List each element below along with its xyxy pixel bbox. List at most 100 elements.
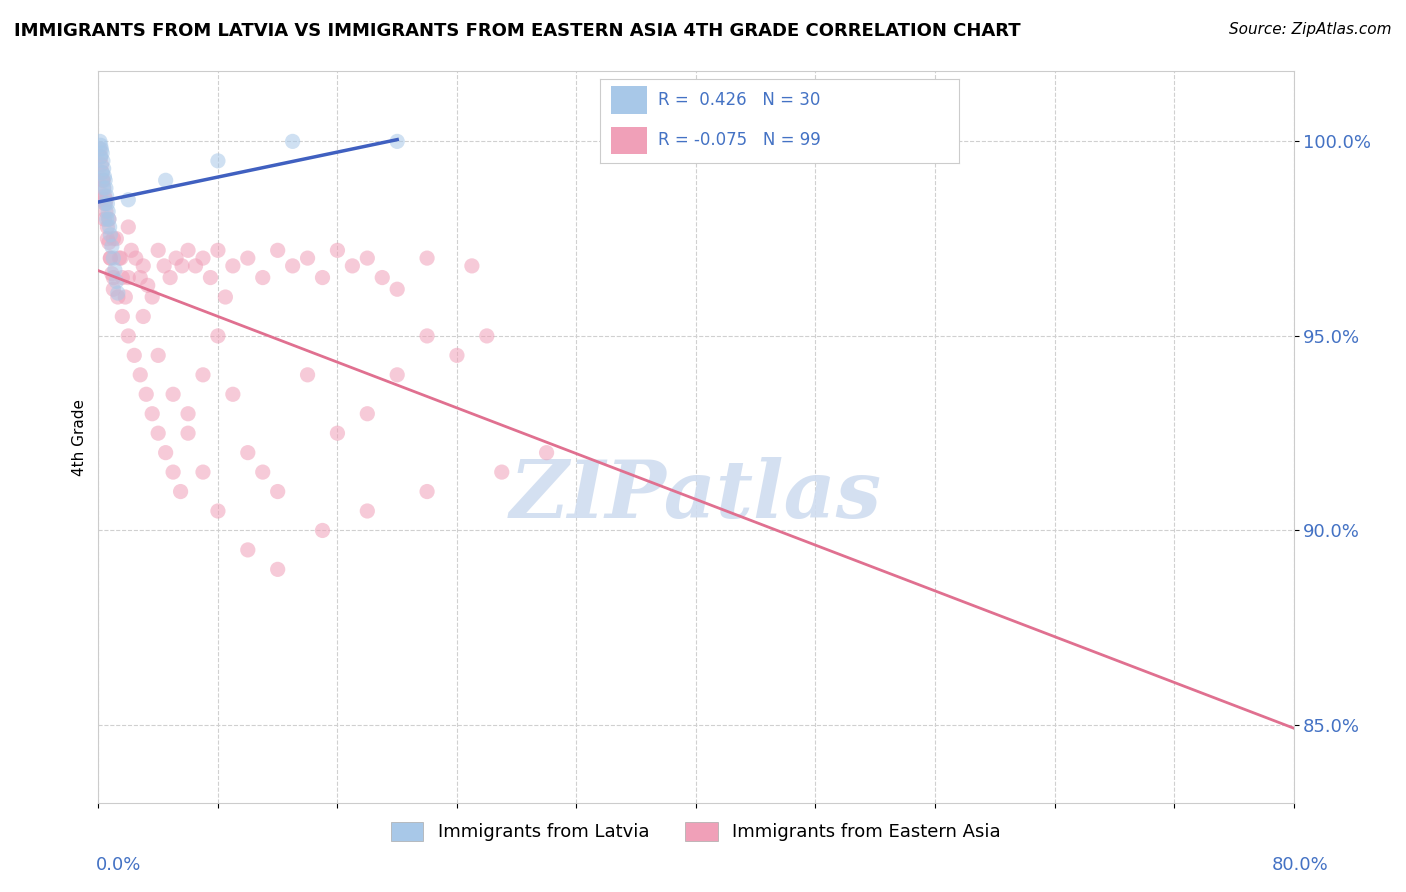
Point [207,244,229,258]
Point [90,193,112,207]
Point [177,407,200,421]
Text: IMMIGRANTS FROM LATVIA VS IMMIGRANTS FROM EASTERN ASIA 4TH GRADE CORRELATION CHA: IMMIGRANTS FROM LATVIA VS IMMIGRANTS FRO… [14,22,1021,40]
Point [191,465,214,479]
Point [200,270,222,285]
Point [222,387,245,401]
Point [214,290,236,304]
Point [117,270,139,285]
Point [385,135,409,149]
Point [236,542,259,557]
Point [207,329,229,343]
Point [91,146,114,161]
Point [103,232,125,246]
Point [89,135,111,149]
Point [172,259,194,273]
Point [96,232,118,246]
Point [136,278,159,293]
Point [90,142,112,156]
Point [91,153,114,168]
Point [267,484,290,499]
Point [90,138,112,153]
Point [141,290,163,304]
Point [101,267,124,281]
Point [281,135,304,149]
Point [114,290,136,304]
Point [461,259,484,273]
Point [117,193,139,207]
Point [141,407,163,421]
Point [252,465,274,479]
Point [356,251,378,265]
Point [94,193,117,207]
Point [96,189,118,203]
Point [97,212,120,227]
Point [132,259,155,273]
Point [120,244,142,258]
Text: 80.0%: 80.0% [1272,855,1329,873]
Point [311,524,333,538]
Point [177,426,200,441]
Point [356,504,378,518]
Point [148,348,170,362]
Text: 0.0%: 0.0% [96,855,141,873]
Point [98,219,121,234]
Point [132,310,155,324]
Point [104,262,127,277]
Point [162,387,184,401]
Point [94,196,117,211]
Point [129,368,152,382]
Point [90,158,112,172]
Text: Source: ZipAtlas.com: Source: ZipAtlas.com [1229,22,1392,37]
Point [169,484,191,499]
Point [105,275,128,289]
Point [252,270,274,285]
Point [236,445,259,459]
Point [356,407,378,421]
Point [117,219,139,234]
Point [191,368,214,382]
Point [94,196,117,211]
Point [184,259,207,273]
Point [297,368,319,382]
Point [207,153,229,168]
Point [297,251,319,265]
Point [236,251,259,265]
Point [91,165,114,179]
Point [98,251,122,265]
Point [89,142,111,156]
Point [93,189,115,203]
Point [91,173,114,187]
Point [371,270,394,285]
Point [96,196,118,211]
Point [446,348,468,362]
Point [222,259,245,273]
Point [94,173,117,187]
Point [90,150,112,164]
Point [326,244,349,258]
Point [101,239,124,253]
Point [93,161,115,176]
Point [155,173,177,187]
Point [135,387,157,401]
Point [148,244,170,258]
Point [94,204,117,219]
Point [96,219,118,234]
Point [153,259,176,273]
Point [491,465,513,479]
Legend: Immigrants from Latvia, Immigrants from Eastern Asia: Immigrants from Latvia, Immigrants from … [384,814,1008,848]
Point [93,181,115,195]
Point [162,465,184,479]
Point [191,251,214,265]
Point [110,251,132,265]
Point [155,445,177,459]
Point [129,270,152,285]
Point [475,329,498,343]
Y-axis label: 4th Grade: 4th Grade [72,399,87,475]
Point [93,212,115,227]
Point [103,270,125,285]
Point [267,244,290,258]
Point [416,329,439,343]
Point [117,329,139,343]
Point [97,212,120,227]
Point [107,290,129,304]
